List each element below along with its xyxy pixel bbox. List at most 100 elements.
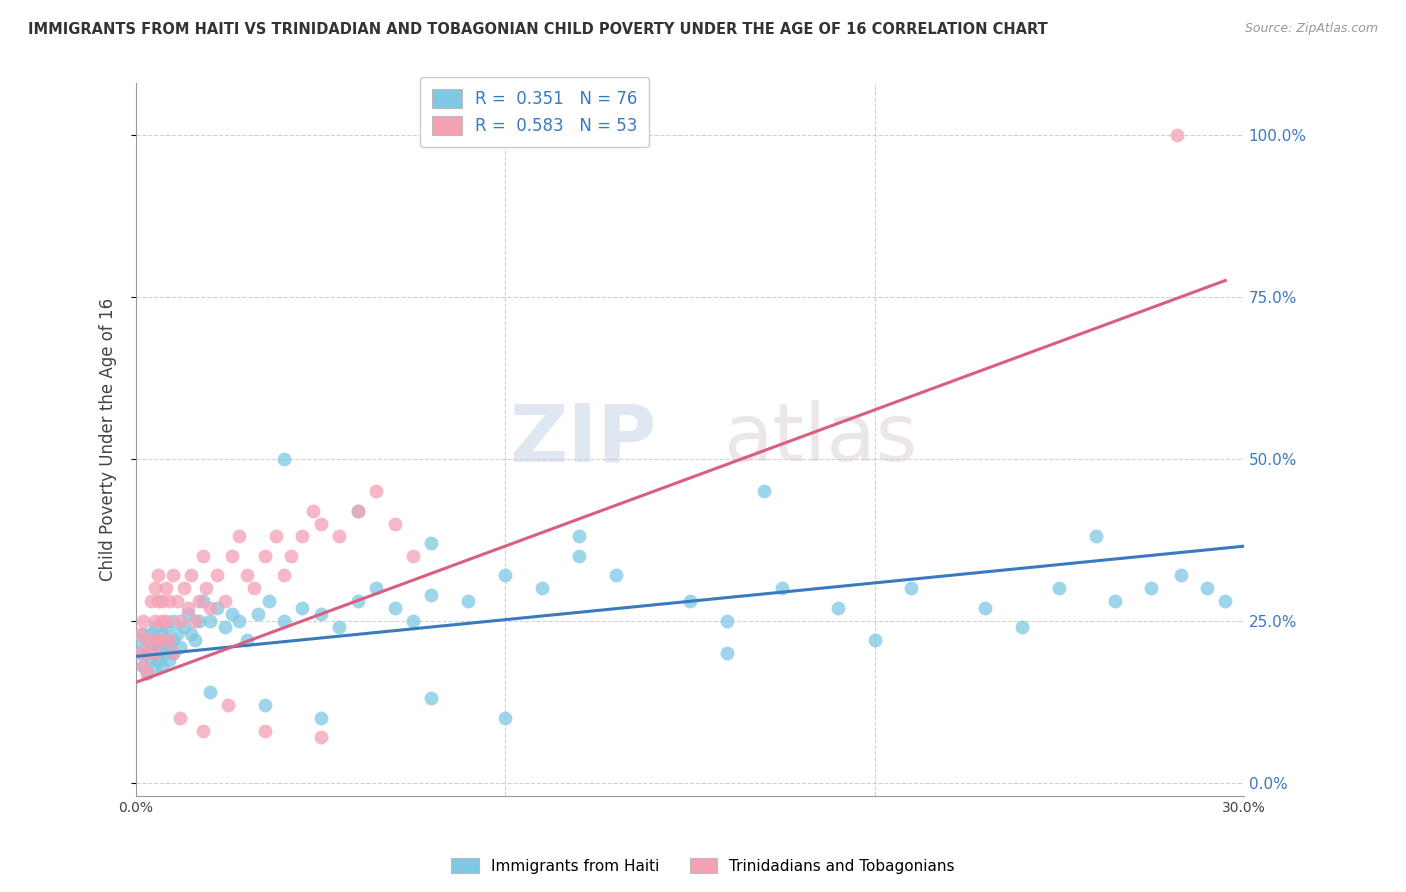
Point [679, 594, 702, 608]
Point [364, 582, 387, 596]
Point [148, 646, 170, 660]
Point [139, 652, 162, 666]
Point [180, 626, 202, 640]
Point [136, 646, 159, 660]
Point [207, 600, 229, 615]
Point [568, 529, 591, 543]
Point [150, 640, 173, 654]
Point [136, 665, 159, 680]
Point [254, 698, 277, 712]
Point [148, 652, 170, 666]
Y-axis label: Child Poverty Under the Age of 16: Child Poverty Under the Age of 16 [100, 298, 117, 581]
Point [155, 614, 177, 628]
Point [136, 665, 159, 680]
Point [257, 594, 280, 608]
Point [531, 582, 554, 596]
Point [150, 659, 173, 673]
Point [132, 614, 155, 628]
Point [136, 646, 159, 660]
Point [169, 614, 191, 628]
Point [1170, 568, 1192, 582]
Point [302, 503, 325, 517]
Point [150, 594, 173, 608]
Point [143, 659, 166, 673]
Point [254, 549, 277, 563]
Point [752, 484, 775, 499]
Point [605, 568, 627, 582]
Point [187, 614, 209, 628]
Point [150, 614, 173, 628]
Point [143, 646, 166, 660]
Point [1047, 582, 1070, 596]
Point [148, 568, 170, 582]
Point [128, 646, 150, 660]
Point [214, 594, 236, 608]
Point [384, 600, 406, 615]
Point [228, 614, 250, 628]
Point [136, 633, 159, 648]
Point [246, 607, 269, 622]
Point [1213, 594, 1236, 608]
Point [827, 600, 849, 615]
Point [139, 594, 162, 608]
Point [402, 614, 425, 628]
Point [148, 594, 170, 608]
Text: IMMIGRANTS FROM HAITI VS TRINIDADIAN AND TOBAGONIAN CHILD POVERTY UNDER THE AGE : IMMIGRANTS FROM HAITI VS TRINIDADIAN AND… [28, 22, 1047, 37]
Point [309, 516, 332, 531]
Point [143, 614, 166, 628]
Point [132, 626, 155, 640]
Point [143, 646, 166, 660]
Point [974, 600, 997, 615]
Point [273, 451, 295, 466]
Point [180, 568, 202, 582]
Point [309, 711, 332, 725]
Legend: Immigrants from Haiti, Trinidadians and Tobagonians: Immigrants from Haiti, Trinidadians and … [444, 852, 962, 880]
Point [291, 529, 314, 543]
Point [162, 633, 184, 648]
Point [1011, 620, 1033, 634]
Point [420, 536, 443, 550]
Point [155, 633, 177, 648]
Point [132, 659, 155, 673]
Point [291, 600, 314, 615]
Point [139, 633, 162, 648]
Point [150, 633, 173, 648]
Legend: R =  0.351   N = 76, R =  0.583   N = 53: R = 0.351 N = 76, R = 0.583 N = 53 [420, 77, 650, 147]
Point [364, 484, 387, 499]
Point [198, 614, 221, 628]
Point [420, 588, 443, 602]
Point [254, 723, 277, 738]
Point [328, 620, 350, 634]
Point [280, 549, 302, 563]
Point [494, 711, 516, 725]
Point [1140, 582, 1163, 596]
Point [221, 607, 243, 622]
Point [1085, 529, 1108, 543]
Point [346, 503, 368, 517]
Point [162, 568, 184, 582]
Point [191, 549, 214, 563]
Point [228, 529, 250, 543]
Point [494, 568, 516, 582]
Text: atlas: atlas [723, 401, 918, 478]
Point [169, 640, 191, 654]
Point [169, 711, 191, 725]
Point [217, 698, 239, 712]
Point [863, 633, 886, 648]
Point [195, 582, 218, 596]
Point [173, 582, 195, 596]
Point [198, 685, 221, 699]
Point [236, 633, 259, 648]
Point [166, 594, 188, 608]
Point [328, 529, 350, 543]
Point [420, 691, 443, 706]
Point [207, 568, 229, 582]
Point [900, 582, 922, 596]
Point [1104, 594, 1126, 608]
Point [236, 568, 259, 582]
Point [143, 633, 166, 648]
Point [128, 626, 150, 640]
Point [157, 652, 180, 666]
Point [162, 646, 184, 660]
Point [155, 582, 177, 596]
